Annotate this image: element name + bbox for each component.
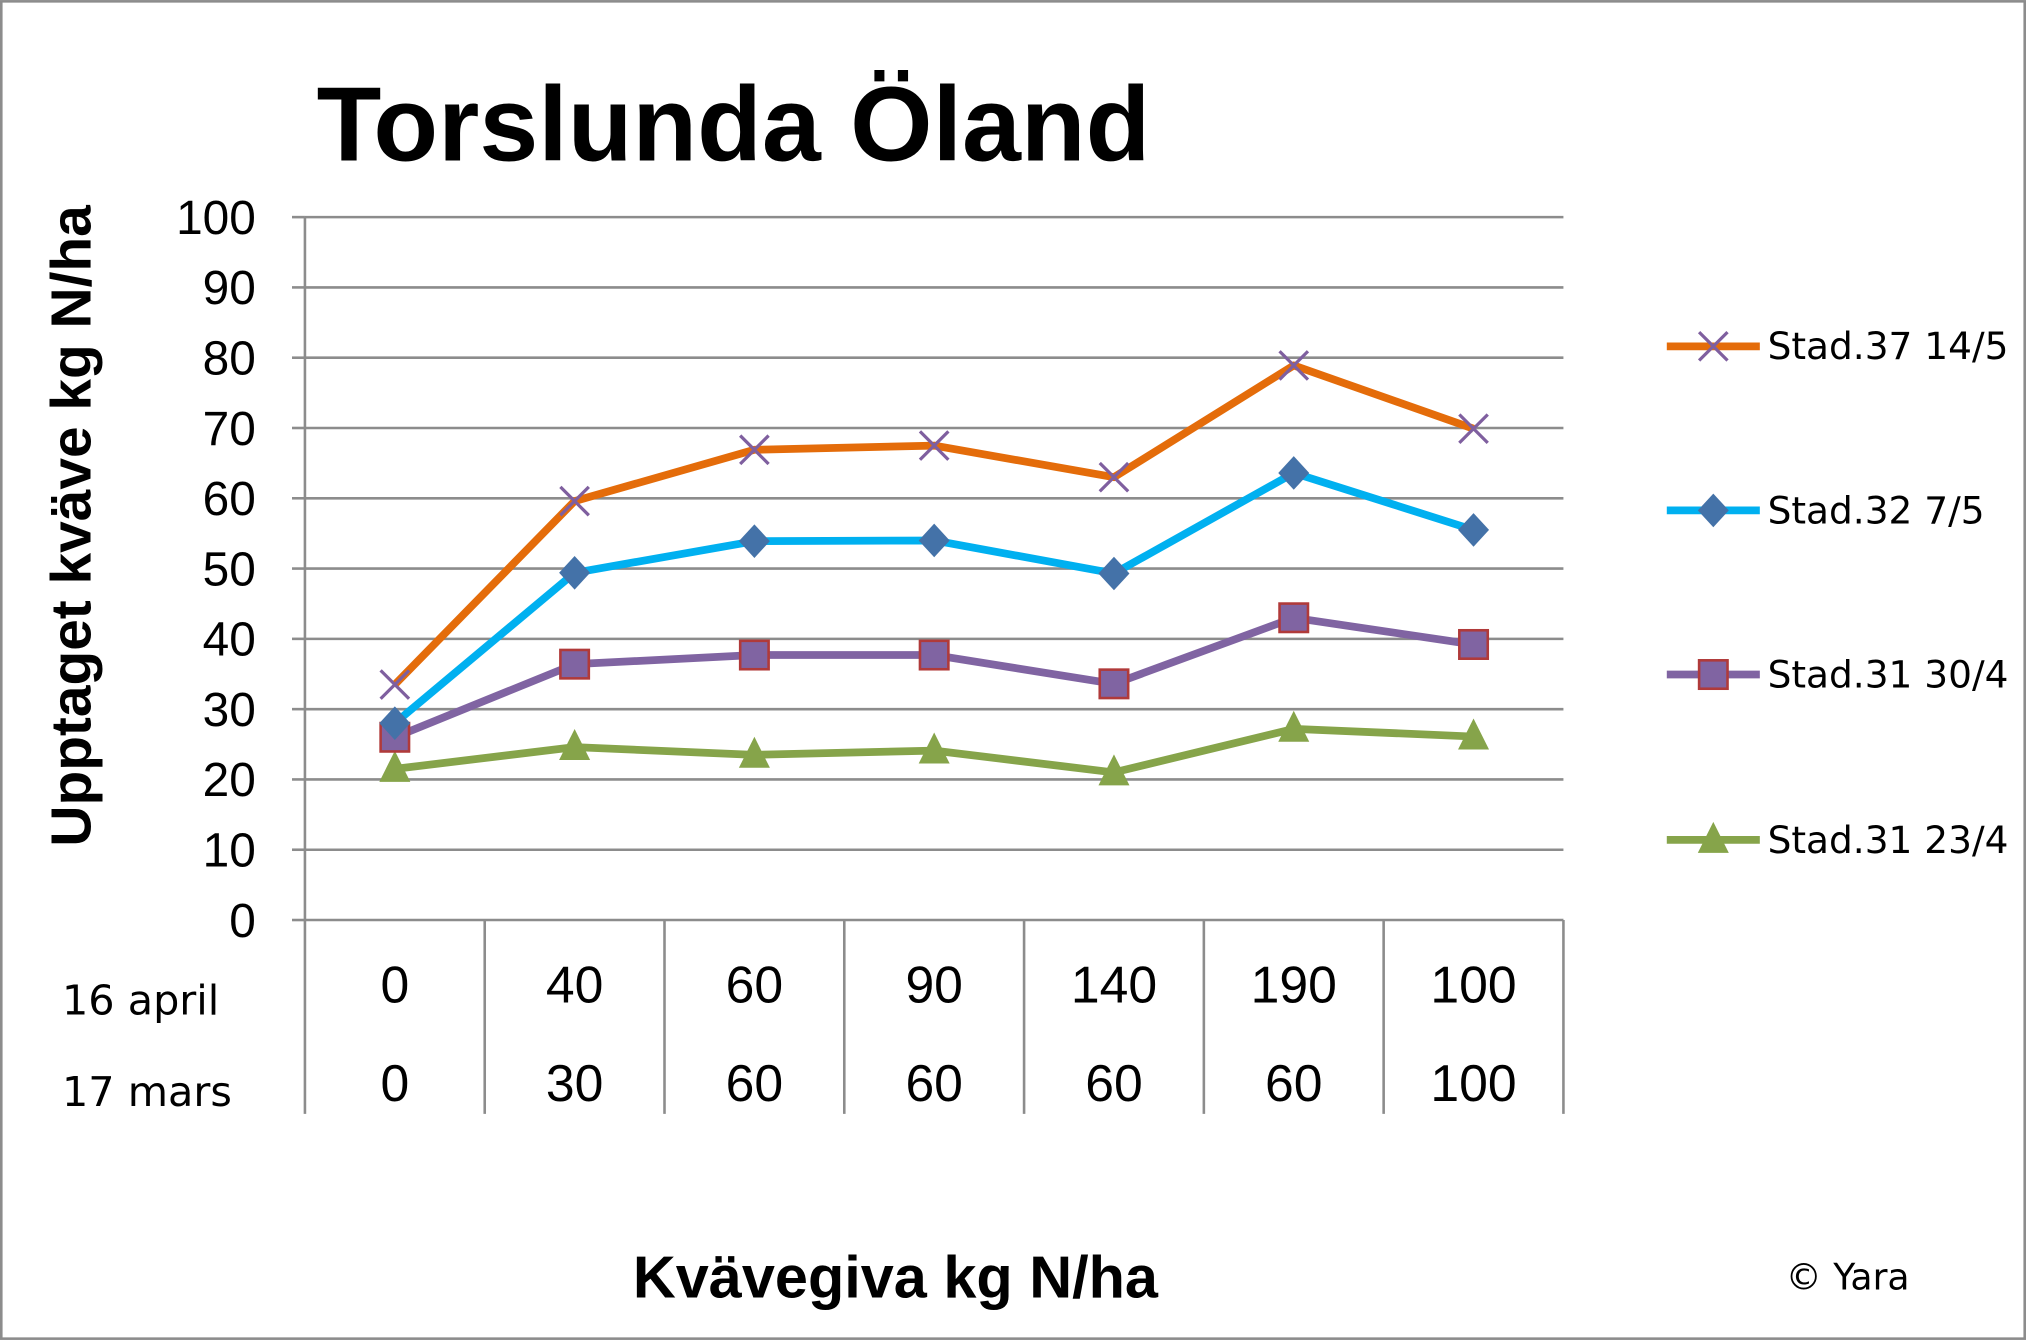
legend-marker-x (1697, 330, 1729, 362)
data-point-triangle (1278, 710, 1310, 742)
legend-label: Stad.32 7/5 (1768, 488, 1985, 532)
x-tick-label: 90 (905, 956, 962, 1014)
data-point-diamond (1098, 556, 1130, 591)
x-tick-label: 100 (1430, 1054, 1516, 1112)
x-tick-label: 100 (1430, 956, 1516, 1014)
legend-label: Stad.31 23/4 (1768, 818, 2009, 862)
x-tick-label: 60 (1085, 1054, 1142, 1112)
data-point-x (1278, 350, 1310, 381)
data-point-triangle (1098, 754, 1130, 786)
data-point-x (918, 430, 950, 461)
x-tick-label: 0 (380, 956, 409, 1014)
legend-marker-square (1697, 659, 1729, 691)
legend-label: Stad.37 14/5 (1768, 324, 2009, 368)
x-tick-label: 190 (1251, 956, 1337, 1014)
data-point-triangle (559, 729, 591, 761)
data-point-x (1458, 413, 1489, 445)
y-tick-label: 70 (203, 403, 256, 456)
x-tick-label: 140 (1071, 956, 1157, 1014)
data-point-x (379, 669, 411, 700)
legend-marker-diamond (1697, 493, 1729, 528)
x-tick-label: 60 (726, 956, 783, 1014)
data-point-x (739, 434, 770, 466)
category-row-label: 16 april (62, 976, 219, 1024)
y-tick-label: 30 (203, 684, 256, 737)
data-point-square (1278, 602, 1310, 634)
data-point-triangle (1458, 718, 1490, 750)
data-point-x (1098, 461, 1130, 493)
x-axis-title: Kvävegiva kg N/ha (633, 1243, 1159, 1310)
y-tick-label: 100 (176, 192, 256, 245)
y-tick-label: 80 (203, 332, 256, 385)
category-row-label: 17 mars (62, 1068, 232, 1116)
data-point-triangle (379, 750, 411, 782)
data-point-diamond (559, 555, 591, 590)
copyright: © Yara (1786, 1256, 1910, 1299)
legend-marker-triangle (1697, 821, 1729, 853)
y-tick-label: 50 (203, 543, 256, 596)
data-point-square (1458, 628, 1490, 660)
data-point-x (559, 485, 590, 517)
x-tick-label: 40 (546, 956, 603, 1014)
y-tick-label: 90 (203, 262, 256, 315)
data-point-triangle (738, 736, 770, 768)
x-tick-label: 0 (380, 1054, 409, 1112)
y-tick-label: 0 (229, 895, 256, 948)
y-tick-label: 40 (203, 614, 256, 667)
y-axis-title: Upptaget kväve kg N/ha (40, 205, 103, 847)
data-point-square (738, 639, 770, 671)
data-point-square (559, 648, 591, 680)
x-tick-label: 60 (1265, 1054, 1322, 1112)
data-point-square (918, 639, 950, 671)
data-point-diamond (1458, 513, 1490, 547)
y-tick-label: 60 (203, 473, 256, 526)
y-tick-label: 10 (203, 825, 256, 878)
data-point-square (1098, 668, 1130, 700)
data-point-triangle (918, 732, 950, 764)
data-point-diamond (918, 523, 950, 558)
legend-label: Stad.31 30/4 (1768, 652, 2009, 696)
y-tick-label: 20 (203, 754, 256, 807)
x-tick-label: 30 (546, 1054, 603, 1112)
x-tick-label: 60 (905, 1054, 962, 1112)
data-point-diamond (379, 706, 411, 741)
chart-title: Torslunda Öland (317, 65, 1151, 183)
x-tick-label: 60 (726, 1054, 783, 1112)
